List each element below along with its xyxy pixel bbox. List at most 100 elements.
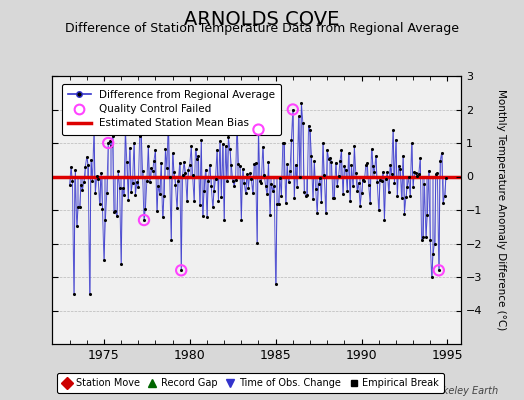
- Point: [167, 237, 176, 243]
- Point: [211, 176, 220, 182]
- Point: [439, 200, 447, 206]
- Point: [329, 195, 337, 201]
- Point: [83, 154, 91, 160]
- Point: [273, 201, 281, 207]
- Point: [369, 163, 377, 169]
- Point: [88, 178, 96, 184]
- Point: [360, 178, 368, 184]
- Point: [146, 179, 154, 186]
- Point: [264, 158, 272, 165]
- Point: [294, 113, 303, 119]
- Point: [152, 208, 161, 214]
- Point: [373, 179, 381, 185]
- Point: [140, 217, 148, 223]
- Point: [219, 141, 227, 147]
- Point: [87, 156, 95, 163]
- Point: [379, 169, 387, 175]
- Point: [322, 210, 330, 216]
- Point: [366, 200, 374, 206]
- Point: [428, 274, 436, 280]
- Point: [280, 140, 288, 146]
- Point: [380, 217, 389, 223]
- Point: [246, 170, 254, 177]
- Point: [410, 169, 419, 176]
- Point: [323, 146, 331, 153]
- Point: [209, 204, 217, 210]
- Point: [414, 171, 423, 178]
- Point: [240, 180, 248, 186]
- Point: [136, 133, 144, 139]
- Point: [320, 172, 329, 178]
- Point: [424, 168, 433, 174]
- Point: [95, 201, 104, 207]
- Point: [258, 144, 267, 150]
- Point: [78, 187, 86, 193]
- Point: [271, 280, 280, 287]
- Point: [390, 180, 399, 186]
- Point: [387, 171, 396, 178]
- Legend: Station Move, Record Gap, Time of Obs. Change, Empirical Break: Station Move, Record Gap, Time of Obs. C…: [57, 374, 444, 393]
- Point: [342, 167, 350, 173]
- Point: [66, 182, 74, 188]
- Point: [339, 191, 347, 198]
- Point: [97, 170, 105, 176]
- Point: [81, 163, 90, 170]
- Point: [395, 163, 403, 169]
- Point: [429, 250, 437, 257]
- Point: [154, 182, 162, 189]
- Point: [189, 172, 197, 178]
- Point: [207, 183, 215, 189]
- Point: [250, 161, 258, 168]
- Point: [433, 170, 442, 176]
- Point: [375, 207, 383, 213]
- Point: [105, 138, 114, 145]
- Point: [281, 199, 290, 206]
- Point: [356, 202, 364, 209]
- Point: [376, 177, 384, 184]
- Point: [101, 217, 110, 223]
- Point: [171, 182, 180, 188]
- Point: [104, 140, 113, 146]
- Point: [234, 161, 243, 168]
- Point: [365, 182, 373, 188]
- Text: Berkeley Earth: Berkeley Earth: [425, 386, 498, 396]
- Point: [419, 234, 427, 240]
- Point: [254, 126, 263, 133]
- Point: [303, 192, 311, 198]
- Point: [316, 174, 324, 181]
- Point: [223, 178, 231, 184]
- Point: [333, 183, 341, 189]
- Point: [93, 173, 101, 179]
- Point: [195, 202, 204, 208]
- Point: [362, 162, 370, 169]
- Point: [416, 154, 424, 161]
- Point: [110, 208, 118, 215]
- Point: [224, 134, 233, 140]
- Point: [418, 237, 426, 243]
- Point: [432, 171, 440, 177]
- Point: [408, 140, 416, 147]
- Point: [187, 143, 195, 150]
- Point: [228, 178, 237, 184]
- Point: [344, 150, 353, 157]
- Point: [263, 191, 271, 198]
- Point: [183, 198, 191, 204]
- Point: [204, 178, 213, 184]
- Point: [70, 290, 78, 297]
- Point: [150, 157, 158, 164]
- Point: [157, 160, 166, 166]
- Point: [185, 162, 194, 168]
- Point: [173, 205, 181, 211]
- Point: [230, 182, 238, 189]
- Point: [340, 163, 348, 170]
- Point: [199, 213, 207, 220]
- Point: [352, 170, 360, 176]
- Point: [269, 188, 277, 194]
- Point: [413, 173, 421, 180]
- Point: [301, 193, 310, 199]
- Point: [277, 193, 286, 200]
- Point: [385, 188, 393, 195]
- Point: [285, 179, 293, 185]
- Point: [203, 214, 211, 220]
- Point: [94, 176, 102, 182]
